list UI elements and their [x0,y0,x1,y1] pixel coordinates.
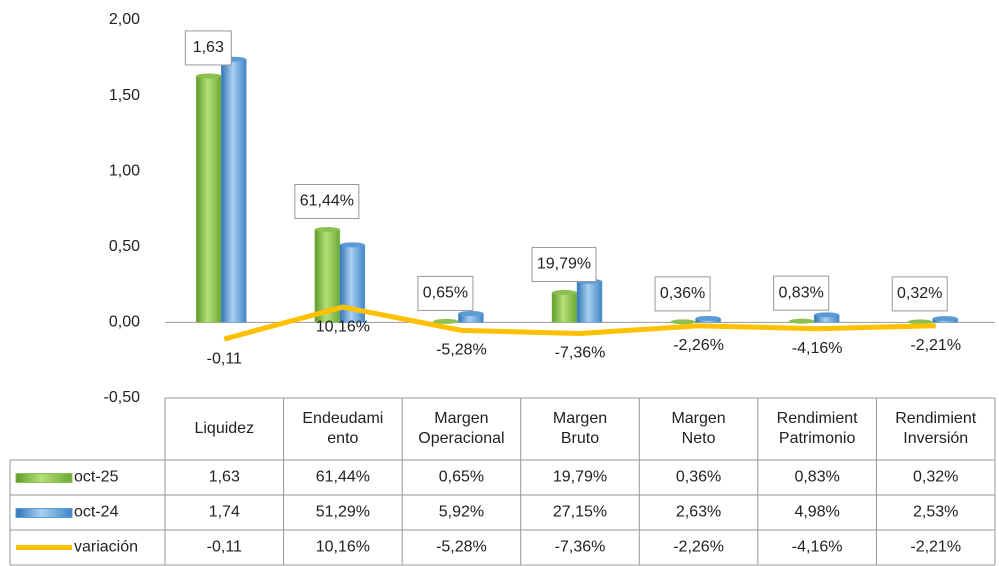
y-tick-label: 1,50 [109,87,140,104]
bar-top [695,315,721,321]
bar-top [458,310,484,316]
bar-top [932,316,958,322]
category-label: Inversión [903,430,968,447]
table-cell: 0,83% [794,469,839,486]
category-label: Patrimonio [779,430,856,447]
table-cell: 10,16% [316,539,370,556]
bar-top [314,227,340,233]
table-cell: 0,36% [676,469,721,486]
data-label: 0,32% [897,285,942,302]
table-cell: 5,92% [439,504,484,521]
category-label: Neto [682,430,716,447]
category-label: Rendimient [895,410,976,427]
bar-top [196,73,222,79]
data-label: 0,83% [778,284,823,301]
data-label: 61,44% [300,193,354,210]
table-cell: -4,16% [792,539,843,556]
data-label: -0,11 [207,350,242,367]
data-label: 19,79% [537,256,591,273]
table-cell: 0,65% [439,469,484,486]
data-label-box [417,275,474,311]
category-label: Margen [671,410,725,427]
table-cell: 2,63% [676,504,721,521]
bar-top [552,289,577,295]
bar [551,292,578,323]
data-label: -2,21% [910,337,961,354]
category-label: Rendimient [777,410,858,427]
data-label: 0,36% [660,285,705,302]
table-cell: 61,44% [316,469,370,486]
data-label-box [294,184,360,220]
y-tick-label: 1,00 [109,162,140,179]
category-label: Margen [434,410,488,427]
legend-label: oct-24 [74,504,119,521]
table-cell: -7,36% [555,539,606,556]
y-tick-label: 0,00 [109,314,140,331]
bar-top [789,318,815,324]
legend-key [15,473,73,483]
category-label: ento [327,430,358,447]
line-series [223,304,936,342]
data-label-box [531,246,597,282]
table-cell: 51,29% [316,504,370,521]
category-label: Liquidez [194,420,254,437]
table-cell: -2,26% [673,539,724,556]
category-label: Operacional [418,430,504,447]
bar-top [670,319,696,325]
category-label: Margen [553,410,607,427]
table-cell: 19,79% [553,469,607,486]
data-label: -4,16% [792,340,843,357]
bar-top [814,312,840,318]
data-label: -2,26% [673,337,724,354]
table-cell: -5,28% [436,539,487,556]
bar-top [907,319,933,325]
data-label: 10,16% [316,318,370,335]
table-cell: 4,98% [794,504,839,521]
data-label: -5,28% [436,342,487,359]
table-cell: -2,21% [910,539,961,556]
legend-key [15,508,73,518]
table-cell: 27,15% [553,504,607,521]
y-tick-label: 0,50 [109,238,140,255]
bar [576,281,603,323]
table-cell: 1,63 [209,469,240,486]
legend-label: oct-25 [74,469,119,486]
category-label: Endeudami [302,410,383,427]
bar-top [433,318,459,324]
bar [196,75,222,323]
bar [221,59,247,323]
data-label: -7,36% [555,345,606,362]
data-label: 0,65% [423,285,468,302]
table-cell: -0,11 [207,539,242,556]
table-cell: 1,74 [209,504,240,521]
legend-label: variación [74,539,138,556]
y-tick-label: -0,50 [104,389,141,406]
data-label-box [773,275,830,311]
data-label-box [184,30,232,66]
table-cell: 0,32% [913,469,958,486]
data-label-box [654,276,711,312]
table-cell: 2,53% [913,504,958,521]
y-tick-label: 2,00 [109,11,140,28]
data-label-box [891,276,948,312]
category-label: Bruto [561,430,599,447]
data-label: 1,63 [193,39,224,56]
bar-top [339,242,365,248]
